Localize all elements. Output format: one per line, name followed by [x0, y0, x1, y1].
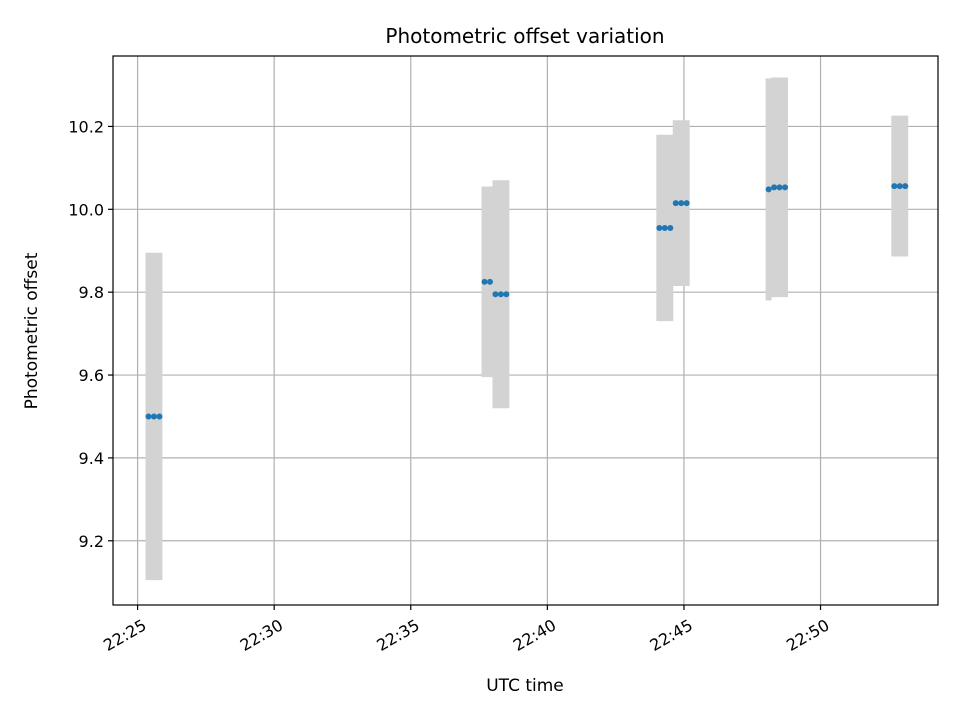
data-point [492, 291, 499, 298]
y-tick-label: 9.8 [79, 283, 104, 302]
data-point [156, 413, 163, 420]
y-axis-label: Photometric offset [22, 252, 42, 409]
grid [113, 56, 938, 605]
data-point [776, 184, 783, 191]
error-bars [145, 77, 909, 581]
x-tick-label: 22:40 [510, 615, 559, 655]
data-point [656, 224, 663, 231]
y-axis: 9.2 9.4 9.6 9.8 10.0 10.2 [68, 117, 113, 551]
data-point [150, 413, 157, 420]
data-point [902, 183, 909, 190]
data-point [891, 183, 898, 190]
data-point [683, 200, 690, 207]
y-tick-label: 10.0 [68, 200, 104, 219]
data-point [497, 291, 504, 298]
y-tick-label: 10.2 [68, 117, 104, 136]
data-point [782, 184, 789, 191]
data-point [503, 291, 510, 298]
y-tick-label: 9.4 [79, 449, 104, 468]
data-point [486, 278, 493, 285]
data-point [771, 184, 778, 191]
data-point [896, 183, 903, 190]
x-axis: 22:25 22:30 22:35 22:40 22:45 22:50 [100, 605, 833, 655]
x-tick-label: 22:35 [373, 615, 422, 655]
data-point [765, 186, 772, 193]
data-point [672, 200, 679, 207]
x-tick-label: 22:25 [100, 615, 149, 655]
data-point [481, 278, 488, 285]
data-points [145, 183, 909, 420]
x-tick-label: 22:30 [237, 615, 286, 655]
data-point [667, 224, 674, 231]
x-tick-label: 22:50 [783, 615, 832, 655]
data-point [661, 224, 668, 231]
chart-title: Photometric offset variation [385, 24, 664, 48]
data-point [678, 200, 685, 207]
y-tick-label: 9.2 [79, 532, 104, 551]
y-tick-label: 9.6 [79, 366, 104, 385]
plot-frame [112, 55, 939, 606]
x-axis-label: UTC time [486, 676, 564, 696]
x-tick-label: 22:45 [647, 615, 696, 655]
data-point [145, 413, 152, 420]
